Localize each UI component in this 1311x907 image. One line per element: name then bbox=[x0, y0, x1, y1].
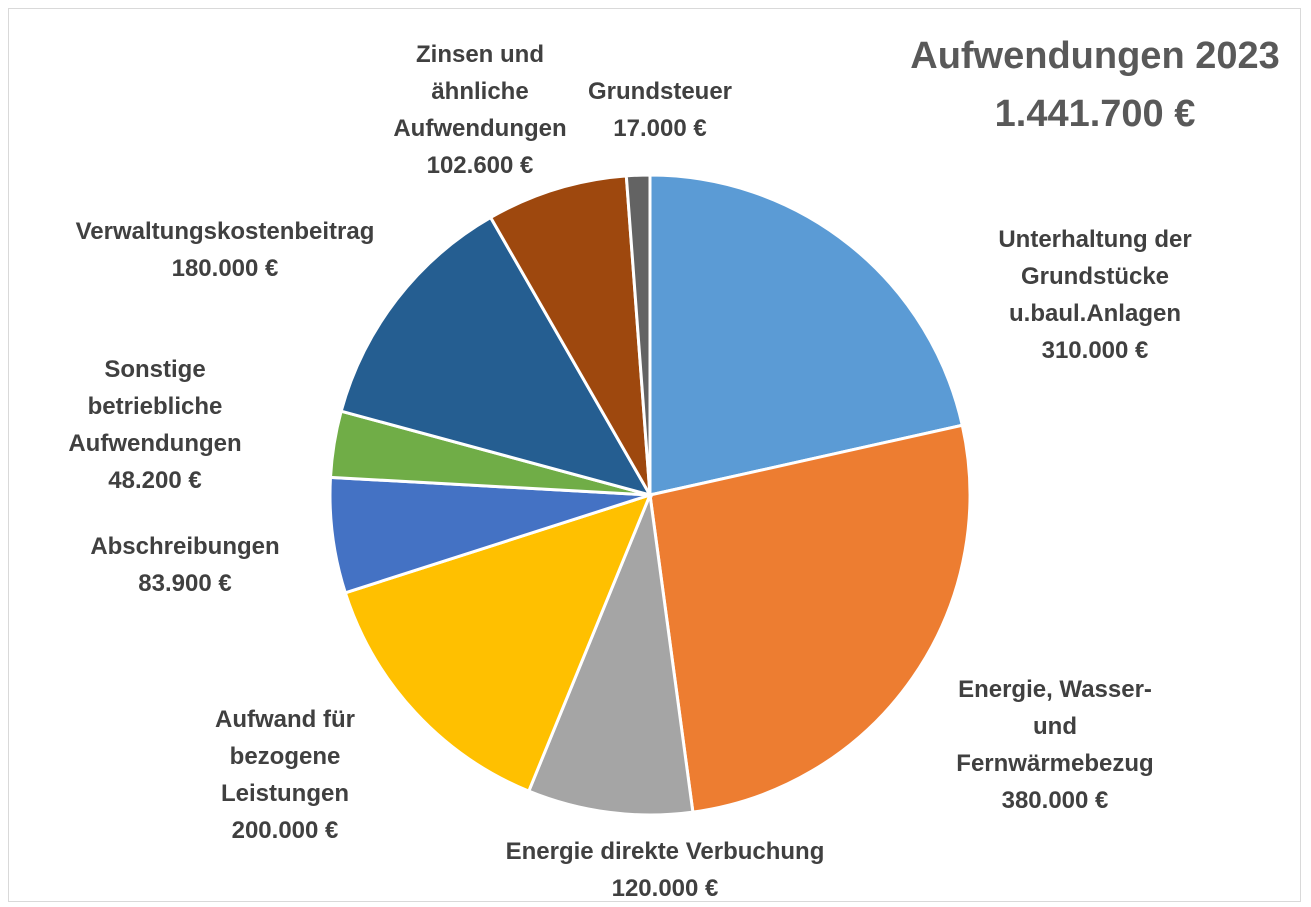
value-label: 102.600 € bbox=[426, 152, 534, 179]
slice-label: Zinsen und ähnliche Aufwendungen 102.600 … bbox=[385, 36, 575, 184]
category-label: Aufwand für bezogene Leistungen bbox=[215, 706, 355, 807]
chart-subtitle: 1.441.700 € bbox=[994, 93, 1196, 135]
slice-label: Abschreibungen 83.900 € bbox=[55, 528, 315, 602]
slice-label: Energie direkte Verbuchung 120.000 € bbox=[455, 833, 875, 907]
title-block: Aufwendungen 2023 1.441.700 € bbox=[910, 27, 1280, 143]
category-label: Unterhaltung der Grundstücke u.baul.Anla… bbox=[998, 226, 1192, 327]
category-label: Zinsen und ähnliche Aufwendungen bbox=[393, 41, 567, 142]
category-label: Grundsteuer bbox=[587, 78, 733, 105]
slice-label: Aufwand für bezogene Leistungen 200.000 € bbox=[185, 701, 385, 849]
value-label: 83.900 € bbox=[138, 570, 232, 597]
value-label: 120.000 € bbox=[611, 875, 719, 902]
pie-slice bbox=[648, 423, 972, 814]
value-label: 180.000 € bbox=[171, 255, 279, 282]
value-label: 200.000 € bbox=[231, 817, 339, 844]
value-label: 310.000 € bbox=[1041, 337, 1149, 364]
category-label: Abschreibungen bbox=[90, 533, 280, 560]
category-label: Energie direkte Verbuchung bbox=[505, 838, 825, 865]
value-label: 380.000 € bbox=[1001, 787, 1109, 814]
pie-slice bbox=[624, 173, 652, 496]
value-label: 17.000 € bbox=[613, 115, 707, 142]
value-label: 48.200 € bbox=[108, 467, 202, 494]
pie-slice bbox=[526, 489, 695, 817]
category-label: Energie, Wasser- und Fernwärmebezug bbox=[956, 676, 1154, 777]
slice-label: Sonstige betriebliche Aufwendungen 48.200… bbox=[45, 351, 265, 499]
slice-label: Grundsteuer 17.000 € bbox=[560, 73, 760, 147]
chart-title: Aufwendungen 2023 bbox=[910, 35, 1280, 77]
slice-label: Verwaltungskostenbeitrag 180.000 € bbox=[35, 213, 415, 287]
category-label: Sonstige betriebliche Aufwendungen bbox=[68, 356, 242, 457]
pie-slice bbox=[648, 173, 965, 497]
slice-label: Unterhaltung der Grundstücke u.baul.Anla… bbox=[970, 221, 1220, 369]
category-label: Verwaltungskostenbeitrag bbox=[75, 218, 375, 245]
pie-slice bbox=[488, 174, 652, 496]
chart-frame bbox=[8, 8, 1301, 902]
pie-slice bbox=[339, 215, 654, 498]
slice-label: Energie, Wasser- und Fernwärmebezug 380.0… bbox=[935, 671, 1175, 819]
